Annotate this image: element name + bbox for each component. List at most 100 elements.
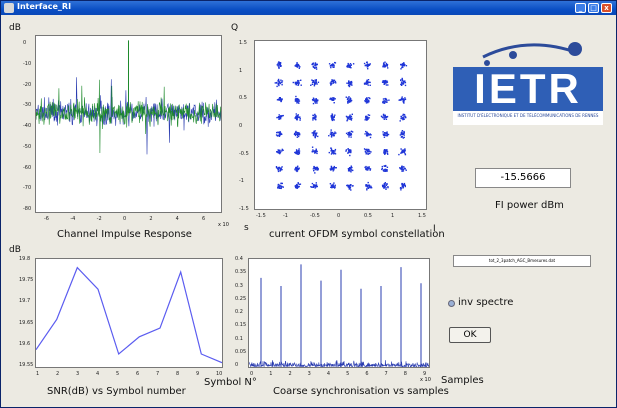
- constellation-point: [297, 101, 299, 103]
- constellation-point: [367, 187, 370, 189]
- constellation-point: [349, 99, 352, 101]
- constellation-point: [275, 166, 278, 168]
- constellation-point: [333, 119, 335, 121]
- constellation-point: [385, 63, 388, 66]
- inv-spectre-radio[interactable]: inv spectre: [448, 297, 538, 310]
- y-tick-label: 0.4: [235, 256, 243, 262]
- minimize-button[interactable]: _: [575, 3, 586, 13]
- constellation-point: [315, 134, 317, 136]
- constellation-point: [383, 149, 386, 151]
- constellation-point: [350, 166, 352, 169]
- constellation-point: [297, 114, 299, 116]
- constellation-point: [296, 133, 299, 135]
- constellation-point: [314, 184, 317, 186]
- constellation-point: [403, 131, 405, 134]
- constellation-point: [274, 82, 276, 84]
- constellation-point: [385, 150, 388, 152]
- x-tick-label: -1: [283, 213, 288, 219]
- constellation-point: [382, 185, 384, 187]
- maximize-button[interactable]: □: [588, 3, 599, 13]
- constellation-point: [349, 100, 351, 102]
- constellation-point: [314, 167, 316, 169]
- constellation-point: [400, 83, 402, 86]
- x-tick-label: -2: [96, 216, 102, 222]
- x-tick-label: 1: [269, 371, 273, 377]
- constellation-point: [384, 132, 386, 134]
- constellation-point: [330, 166, 333, 168]
- constellation-point: [333, 153, 335, 155]
- ok-button[interactable]: OK: [449, 327, 491, 343]
- constellation-point: [278, 61, 280, 64]
- constellation-point: [347, 82, 350, 84]
- constellation-point: [278, 62, 281, 65]
- constellation-point: [329, 82, 332, 84]
- constellation-point: [317, 169, 319, 171]
- constellation-point: [314, 64, 317, 67]
- x-tick-label: -1.5: [256, 213, 266, 219]
- constellation-point: [333, 99, 335, 101]
- constellation-point: [334, 98, 336, 100]
- x-tick-label: 1: [36, 371, 40, 377]
- constellation-point: [279, 62, 282, 64]
- constellation-point: [311, 99, 314, 101]
- ietr-logo-subtitle: INSTITUT D'ÉLECTRONIQUE ET DE TÉLÉCOMMUN…: [457, 113, 599, 118]
- constellation-point: [349, 114, 351, 116]
- constellation-point: [334, 150, 336, 152]
- constellation-point: [403, 184, 405, 186]
- constellation-point: [349, 186, 352, 189]
- constellation-point: [383, 136, 386, 138]
- constellation-point: [295, 65, 297, 67]
- constellation-point: [331, 185, 333, 187]
- constellation-point: [312, 185, 315, 187]
- constellation-point: [367, 169, 369, 171]
- y-tick-label: 19.8: [19, 256, 31, 262]
- constellation-point: [317, 135, 319, 138]
- constellation-point: [369, 168, 372, 170]
- constellation-point: [329, 183, 332, 185]
- constellation-point: [334, 62, 337, 64]
- data-file-field[interactable]: tot_2_3patch_AGC_Bmesures.dat: [453, 255, 591, 267]
- constellation-point: [347, 102, 349, 104]
- constellation-point: [312, 149, 314, 151]
- constellation-point: [352, 169, 354, 172]
- constellation-point: [401, 185, 403, 188]
- constellation-point: [383, 114, 385, 117]
- constellation-point: [402, 186, 404, 188]
- constellation-point: [277, 64, 280, 66]
- x-tick-label: 6: [202, 216, 206, 222]
- constellation-point: [314, 116, 316, 118]
- constellation-point: [294, 131, 297, 134]
- constellation-point: [296, 152, 298, 154]
- constellation-point: [311, 182, 314, 185]
- radio-dot-icon: [448, 300, 455, 307]
- x-tick-label: 2: [149, 216, 153, 222]
- snr-chart-svg: [35, 266, 223, 364]
- constellation-point: [350, 67, 352, 69]
- constellation-point: [313, 184, 315, 186]
- constellation-point: [294, 133, 297, 135]
- constellation-point: [294, 65, 296, 67]
- constellation-point: [332, 134, 334, 136]
- constellation-point: [317, 99, 319, 101]
- constellation-point: [279, 82, 281, 85]
- constellation-point: [276, 85, 278, 88]
- constellation-point: [295, 81, 297, 83]
- constellation-point: [404, 153, 407, 156]
- sync-exponent: x 10: [420, 377, 431, 383]
- constellation-point: [365, 100, 368, 102]
- constellation-point: [383, 165, 386, 167]
- constellation-point: [335, 82, 337, 84]
- constellation-point: [295, 116, 297, 118]
- constellation-point: [384, 150, 387, 152]
- constellation-point: [278, 66, 280, 68]
- constellation-point: [282, 149, 284, 151]
- constellation-point: [367, 84, 369, 86]
- constellation-point: [330, 129, 332, 131]
- constellation-point: [311, 63, 313, 66]
- close-button[interactable]: x: [601, 3, 612, 13]
- constellation-point: [295, 100, 297, 102]
- constellation-point: [330, 186, 332, 188]
- constellation-point: [346, 120, 348, 122]
- constellation-point: [333, 116, 335, 119]
- constellation-point: [279, 97, 281, 99]
